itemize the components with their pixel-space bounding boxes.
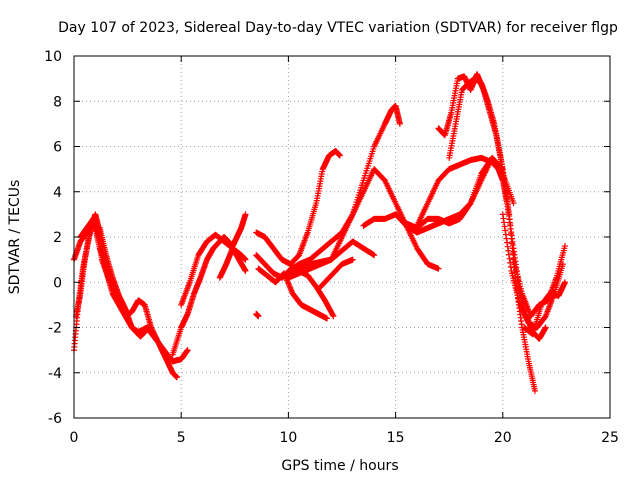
series-arc-e: [169, 211, 249, 358]
data-point: [242, 256, 249, 263]
series-arc-f: [178, 231, 249, 308]
x-tick-label: 10: [279, 430, 297, 446]
data-point: [502, 227, 509, 234]
x-tick-label: 5: [177, 430, 186, 446]
y-tick-label: 6: [53, 140, 62, 156]
data-point: [500, 215, 507, 222]
data-point: [504, 243, 511, 250]
data-point: [255, 313, 262, 320]
data-point: [507, 259, 514, 266]
series-arc-k: [255, 265, 330, 322]
data-point: [146, 324, 153, 331]
y-tick-label: 4: [53, 185, 62, 201]
x-tick-label: 15: [387, 430, 405, 446]
series-arc-d: [73, 215, 131, 320]
data-point: [336, 152, 343, 159]
x-tick-label: 0: [70, 430, 79, 446]
data-point: [144, 325, 151, 332]
data-point: [349, 256, 356, 263]
data-point: [501, 223, 508, 230]
y-tick-label: 10: [44, 49, 62, 65]
data-point: [504, 239, 511, 246]
data-point: [501, 219, 508, 226]
data-point: [145, 325, 152, 332]
data-marks: [71, 71, 568, 394]
series-arc-g: [216, 245, 249, 281]
data-point: [561, 279, 568, 286]
data-point: [561, 243, 568, 250]
data-point: [505, 247, 512, 254]
series-arc-i: [253, 148, 343, 268]
axis-ticks: 0 5 10 15 20 25 -6 -4 -2 0 2 4 6 8 10: [44, 49, 619, 446]
data-point: [323, 315, 330, 322]
data-point: [396, 120, 403, 127]
data-point: [505, 251, 512, 258]
series-arc-t: [446, 75, 549, 342]
data-point: [506, 255, 513, 262]
data-point: [330, 313, 337, 320]
y-tick-label: 2: [53, 230, 62, 246]
y-axis-label: SDTVAR / TECUs: [7, 180, 23, 295]
y-tick-label: 0: [53, 275, 62, 291]
data-point: [510, 200, 517, 207]
series-arc-l: [285, 102, 403, 274]
y-tick-label: -6: [48, 411, 62, 427]
data-point: [502, 231, 509, 238]
data-point: [242, 211, 249, 218]
series-arc-w: [521, 279, 568, 338]
data-point: [499, 211, 506, 218]
x-tick-label: 20: [494, 430, 512, 446]
data-point: [173, 374, 180, 381]
chart-title: Day 107 of 2023, Sidereal Day-to-day VTE…: [58, 20, 618, 36]
data-point: [531, 387, 538, 394]
data-point: [242, 267, 249, 274]
x-axis-label: GPS time / hours: [281, 458, 398, 474]
y-tick-label: 8: [53, 94, 62, 110]
data-point: [124, 310, 131, 317]
y-tick-label: -4: [48, 366, 62, 382]
data-point: [329, 312, 336, 319]
series-arc-h: [253, 310, 262, 320]
x-tick-label: 25: [601, 430, 619, 446]
series-arc-o: [317, 256, 356, 290]
data-point: [435, 265, 442, 272]
data-point: [503, 235, 510, 242]
data-point: [184, 347, 191, 354]
data-point: [542, 324, 549, 331]
series-arc-s: [435, 71, 538, 394]
y-tick-label: -2: [48, 321, 62, 337]
data-point: [371, 252, 378, 259]
